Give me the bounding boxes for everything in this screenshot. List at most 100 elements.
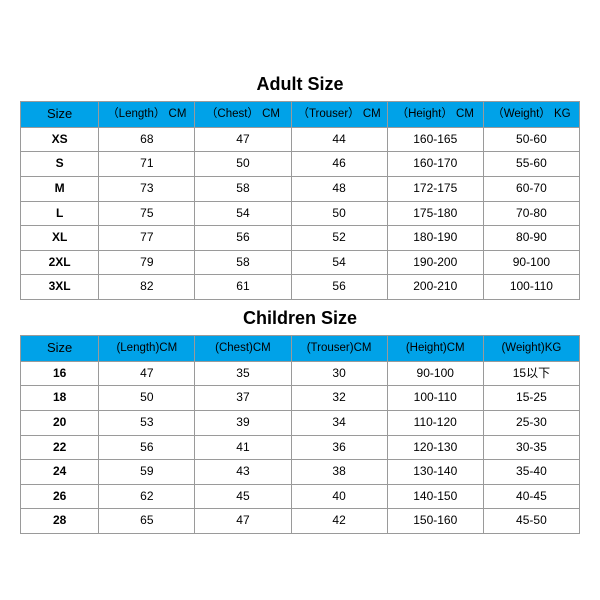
children-size-table: Size (Length)CM (Chest)CM (Trouser)CM (H…	[20, 335, 580, 534]
value-cell: 82	[99, 275, 195, 300]
adult-title: Adult Size	[20, 66, 580, 101]
value-cell: 50	[195, 152, 291, 177]
value-cell: 44	[291, 127, 387, 152]
value-cell: 41	[195, 435, 291, 460]
value-cell: 150-160	[387, 509, 483, 534]
table-row: XS684744160-16550-60	[21, 127, 580, 152]
children-header-row: Size (Length)CM (Chest)CM (Trouser)CM (H…	[21, 336, 580, 362]
children-title: Children Size	[20, 300, 580, 335]
size-cell: M	[21, 177, 99, 202]
value-cell: 47	[195, 509, 291, 534]
table-row: 18503732100-11015-25	[21, 386, 580, 411]
value-cell: 39	[195, 411, 291, 436]
table-row: 28654742150-16045-50	[21, 509, 580, 534]
value-cell: 43	[195, 460, 291, 485]
value-cell: 61	[195, 275, 291, 300]
value-cell: 50	[291, 201, 387, 226]
value-cell: 40	[291, 484, 387, 509]
children-body: 1647353090-10015以下18503732100-11015-2520…	[21, 361, 580, 533]
value-cell: 120-130	[387, 435, 483, 460]
col-size: Size	[21, 101, 99, 127]
value-cell: 35	[195, 361, 291, 386]
size-cell: 16	[21, 361, 99, 386]
value-cell: 56	[195, 226, 291, 251]
table-row: 1647353090-10015以下	[21, 361, 580, 386]
value-cell: 58	[195, 250, 291, 275]
size-cell: L	[21, 201, 99, 226]
value-cell: 40-45	[483, 484, 579, 509]
value-cell: 110-120	[387, 411, 483, 436]
value-cell: 52	[291, 226, 387, 251]
value-cell: 50	[99, 386, 195, 411]
value-cell: 190-200	[387, 250, 483, 275]
value-cell: 200-210	[387, 275, 483, 300]
value-cell: 55-60	[483, 152, 579, 177]
size-cell: 24	[21, 460, 99, 485]
table-row: 3XL826156200-210100-110	[21, 275, 580, 300]
value-cell: 80-90	[483, 226, 579, 251]
value-cell: 160-170	[387, 152, 483, 177]
value-cell: 77	[99, 226, 195, 251]
adult-body: XS684744160-16550-60S715046160-17055-60M…	[21, 127, 580, 299]
value-cell: 79	[99, 250, 195, 275]
value-cell: 62	[99, 484, 195, 509]
value-cell: 172-175	[387, 177, 483, 202]
adult-header-row: Size （Length） CM （Chest） CM （Trouser） CM…	[21, 101, 580, 127]
size-cell: 2XL	[21, 250, 99, 275]
value-cell: 75	[99, 201, 195, 226]
size-cell: S	[21, 152, 99, 177]
table-row: 20533934110-12025-30	[21, 411, 580, 436]
size-chart-container: Adult Size Size （Length） CM （Chest） CM （…	[20, 66, 580, 534]
col-chest: (Chest)CM	[195, 336, 291, 362]
value-cell: 160-165	[387, 127, 483, 152]
value-cell: 36	[291, 435, 387, 460]
size-cell: 18	[21, 386, 99, 411]
value-cell: 34	[291, 411, 387, 436]
value-cell: 59	[99, 460, 195, 485]
size-cell: 28	[21, 509, 99, 534]
value-cell: 56	[291, 275, 387, 300]
value-cell: 175-180	[387, 201, 483, 226]
value-cell: 56	[99, 435, 195, 460]
value-cell: 53	[99, 411, 195, 436]
size-cell: 3XL	[21, 275, 99, 300]
value-cell: 30-35	[483, 435, 579, 460]
value-cell: 37	[195, 386, 291, 411]
table-row: L755450175-18070-80	[21, 201, 580, 226]
value-cell: 54	[291, 250, 387, 275]
value-cell: 15以下	[483, 361, 579, 386]
value-cell: 60-70	[483, 177, 579, 202]
value-cell: 30	[291, 361, 387, 386]
value-cell: 100-110	[387, 386, 483, 411]
value-cell: 46	[291, 152, 387, 177]
value-cell: 90-100	[387, 361, 483, 386]
value-cell: 71	[99, 152, 195, 177]
value-cell: 65	[99, 509, 195, 534]
col-weight: （Weight） KG	[483, 101, 579, 127]
value-cell: 47	[99, 361, 195, 386]
size-cell: 22	[21, 435, 99, 460]
table-row: 24594338130-14035-40	[21, 460, 580, 485]
adult-size-table: Size （Length） CM （Chest） CM （Trouser） CM…	[20, 101, 580, 300]
table-row: 22564136120-13030-35	[21, 435, 580, 460]
value-cell: 15-25	[483, 386, 579, 411]
value-cell: 45	[195, 484, 291, 509]
col-length: (Length)CM	[99, 336, 195, 362]
size-cell: 20	[21, 411, 99, 436]
value-cell: 70-80	[483, 201, 579, 226]
col-trouser: (Trouser)CM	[291, 336, 387, 362]
value-cell: 130-140	[387, 460, 483, 485]
col-weight: (Weight)KG	[483, 336, 579, 362]
value-cell: 47	[195, 127, 291, 152]
value-cell: 54	[195, 201, 291, 226]
value-cell: 140-150	[387, 484, 483, 509]
value-cell: 73	[99, 177, 195, 202]
value-cell: 25-30	[483, 411, 579, 436]
value-cell: 42	[291, 509, 387, 534]
size-cell: XS	[21, 127, 99, 152]
value-cell: 45-50	[483, 509, 579, 534]
table-row: S715046160-17055-60	[21, 152, 580, 177]
value-cell: 50-60	[483, 127, 579, 152]
size-cell: 26	[21, 484, 99, 509]
value-cell: 68	[99, 127, 195, 152]
